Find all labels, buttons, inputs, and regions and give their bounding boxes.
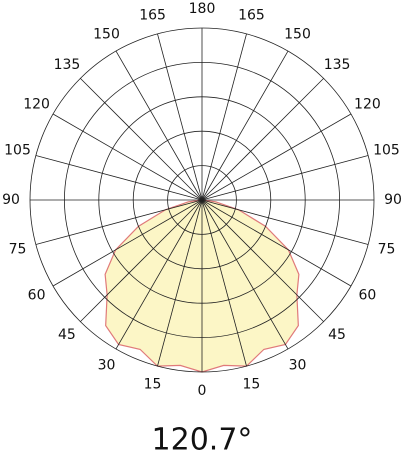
angle-label: 105 <box>373 143 400 159</box>
spoke <box>201 78 324 201</box>
angle-label: 90 <box>2 192 20 208</box>
spoke <box>52 113 203 201</box>
angle-label: 75 <box>9 241 27 257</box>
spoke <box>115 199 203 350</box>
angle-label: 30 <box>98 357 116 373</box>
angle-label: 15 <box>243 376 261 392</box>
spoke <box>201 199 324 322</box>
angle-label: 90 <box>384 192 402 208</box>
angle-label: 75 <box>378 241 396 257</box>
angle-label: 180 <box>189 1 216 17</box>
spoke <box>157 199 203 367</box>
spoke <box>52 199 203 287</box>
spoke <box>201 50 289 201</box>
spoke <box>115 50 203 201</box>
angle-label: 30 <box>289 357 307 373</box>
spoke <box>201 33 247 201</box>
spoke <box>80 78 203 201</box>
spoke <box>201 113 352 201</box>
angle-label: 0 <box>198 383 207 399</box>
spoke <box>201 199 369 245</box>
spoke <box>157 33 203 201</box>
angle-label: 60 <box>358 288 376 304</box>
angle-label: 150 <box>284 27 311 43</box>
angle-label: 105 <box>4 143 31 159</box>
angle-label: 165 <box>238 8 265 24</box>
spoke <box>201 199 352 287</box>
beam-angle: 120.7° <box>152 423 253 458</box>
spoke <box>201 199 289 350</box>
angle-label: 150 <box>93 27 120 43</box>
spoke <box>35 155 203 201</box>
angle-label: 120 <box>354 97 381 113</box>
spoke <box>35 199 203 245</box>
spoke <box>201 199 247 367</box>
angle-label: 135 <box>54 57 81 73</box>
spoke <box>80 199 203 322</box>
angle-label: 60 <box>28 288 46 304</box>
angle-label: 165 <box>139 8 166 24</box>
angle-label: 45 <box>58 327 76 343</box>
angle-label: 45 <box>328 327 346 343</box>
spoke <box>201 155 369 201</box>
angle-label: 120 <box>23 97 50 113</box>
angle-label: 135 <box>324 57 351 73</box>
angle-label: 15 <box>144 376 162 392</box>
